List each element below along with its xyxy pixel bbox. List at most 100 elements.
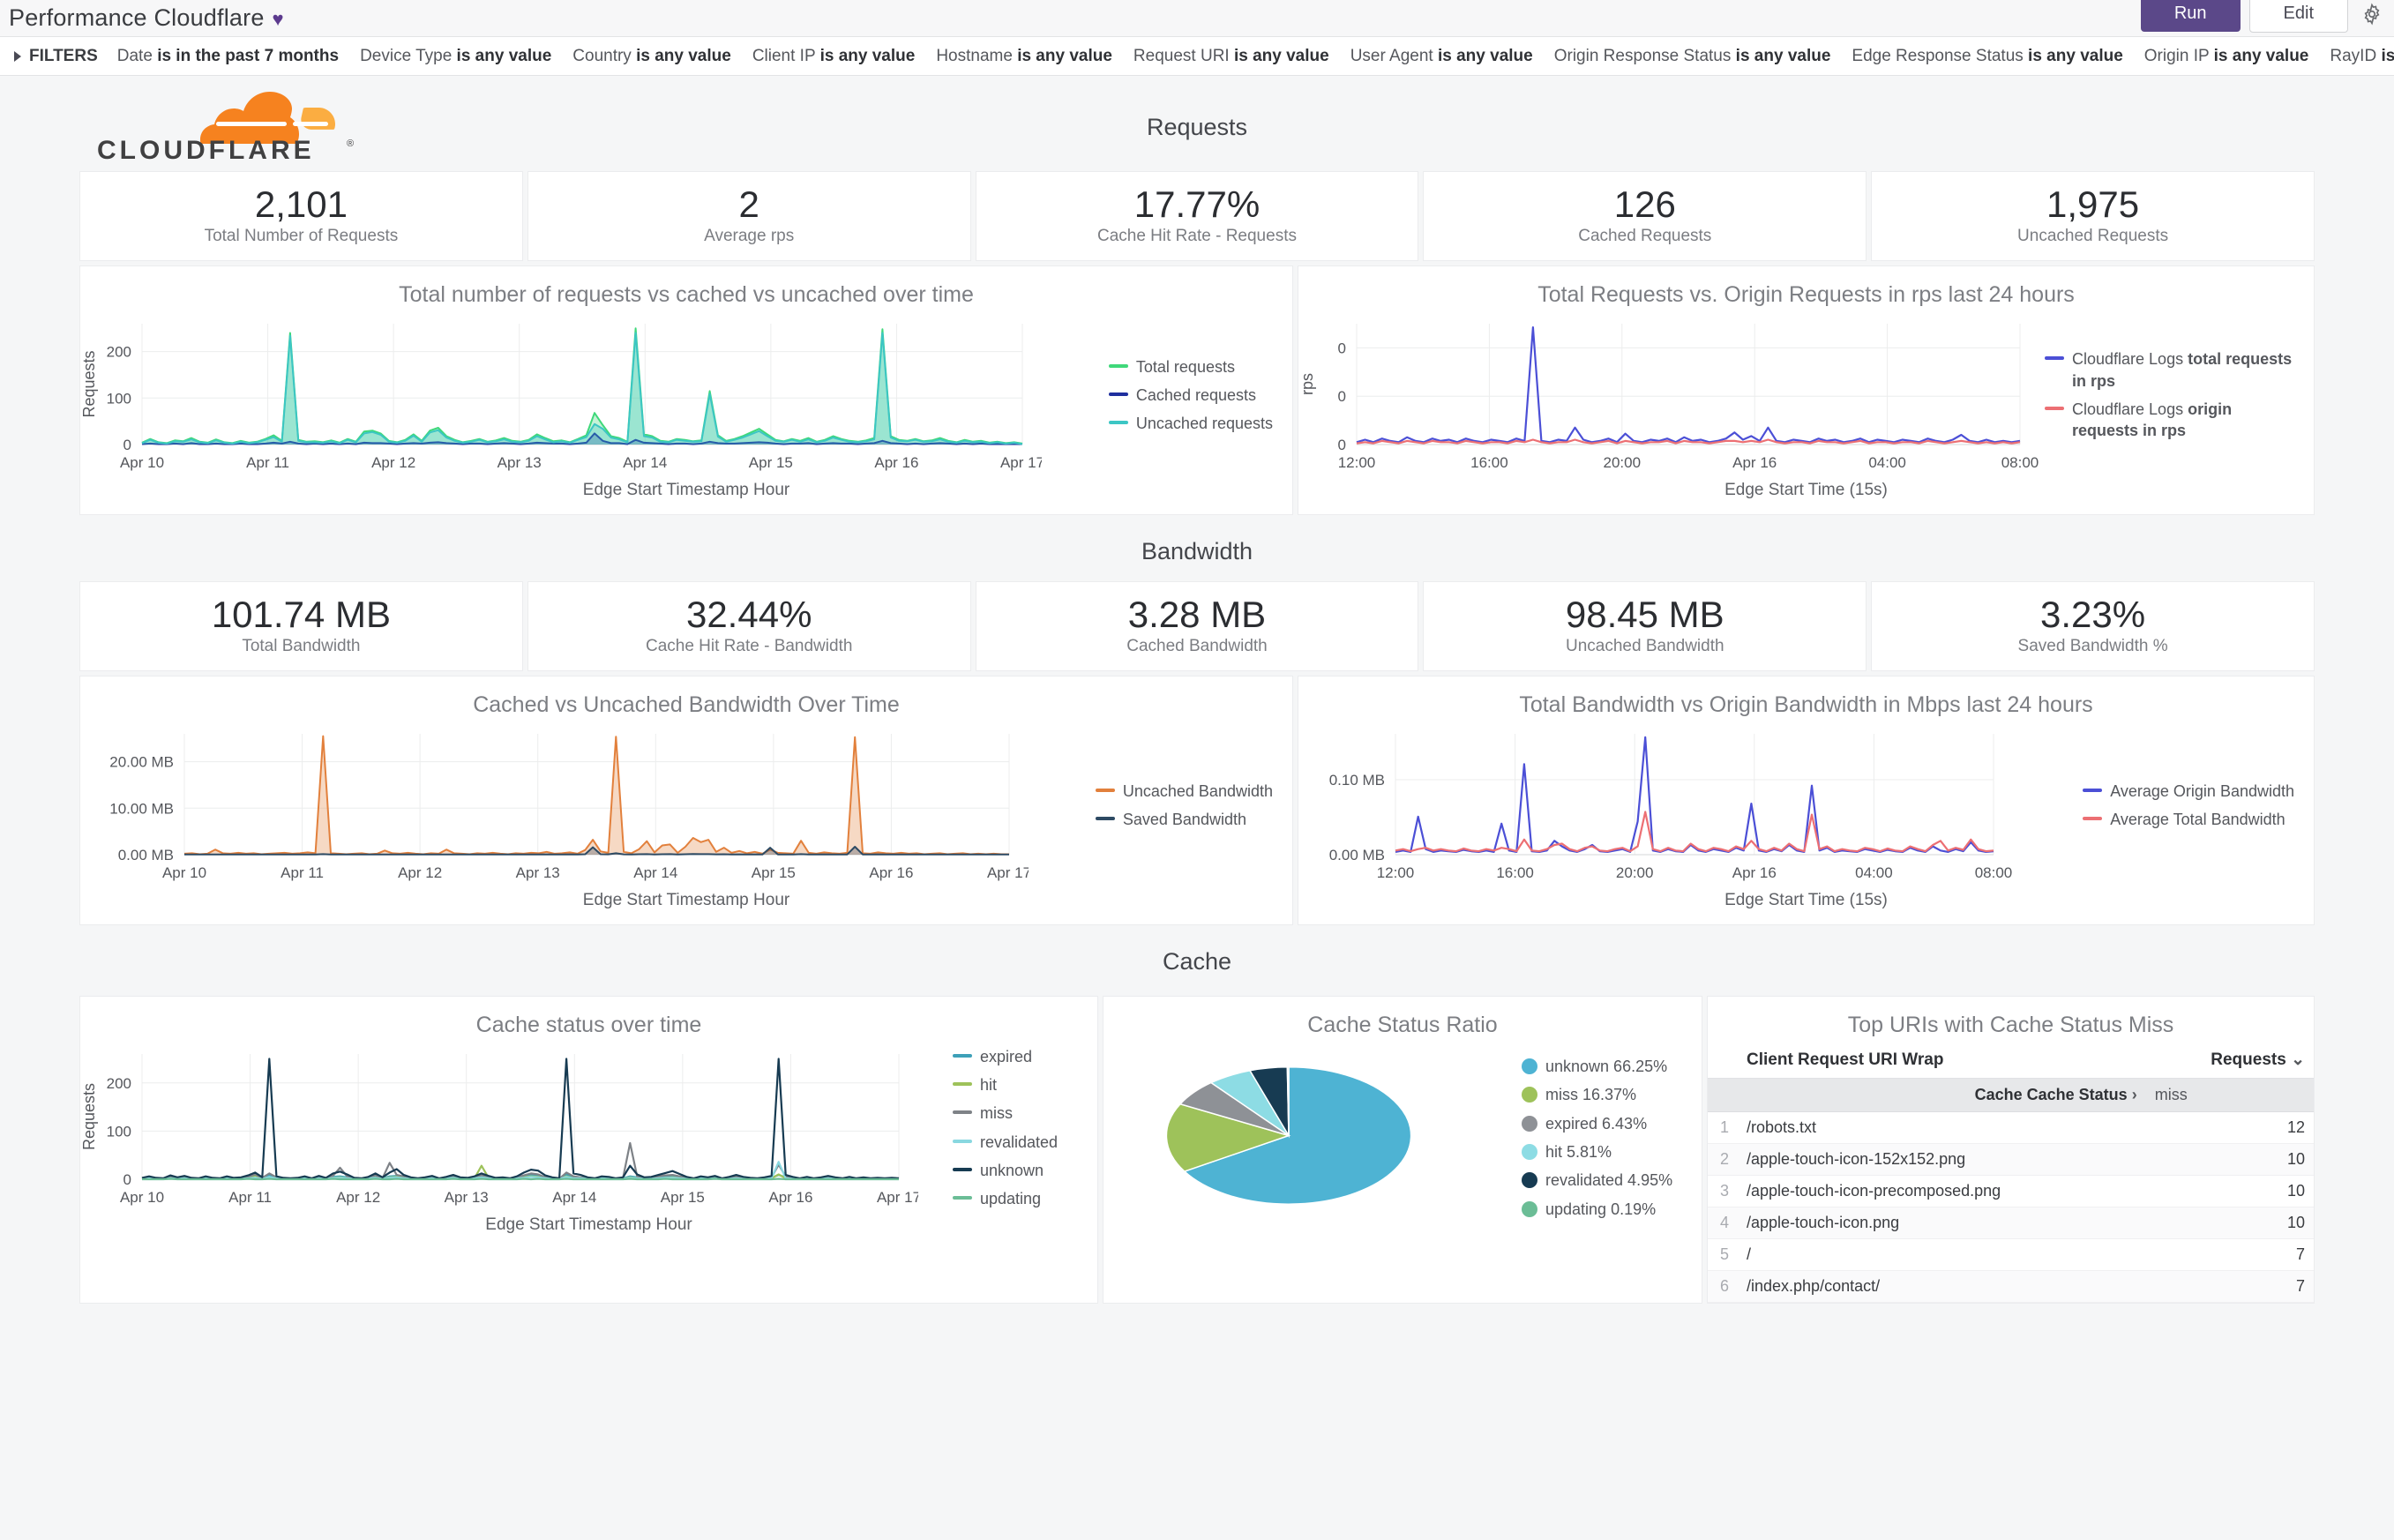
- x-axis-tick: 04:00: [1855, 864, 1893, 881]
- x-axis-title: Edge Start Time (15s): [1724, 891, 1888, 909]
- legend-color-swatch: [1095, 788, 1115, 792]
- pie-slice[interactable]: [1183, 1066, 1412, 1205]
- legend-item[interactable]: miss 16.37%: [1522, 1084, 1682, 1105]
- edit-button[interactable]: Edit: [2248, 0, 2348, 33]
- kpi-tile[interactable]: 126 Cached Requests: [1423, 171, 1867, 261]
- chart-bandwidth-mbps-24h[interactable]: 0.00 MB 0.10 MB 12:00 16:00 20:00 Apr 16 04:00…: [1298, 721, 2077, 889]
- dashboard-title: Performance Cloudflare ♥: [0, 4, 284, 32]
- legend-item[interactable]: revalidated: [953, 1132, 1078, 1153]
- legend-label: updating 0.19%: [1545, 1200, 1657, 1218]
- legend-color-swatch: [953, 1167, 972, 1171]
- legend-item[interactable]: unknown 66.25%: [1522, 1056, 1682, 1077]
- chart-requests-over-time[interactable]: 0 100 200 Apr 10 Apr 11 Apr 12 Apr 13 Apr 14 Apr…: [80, 311, 1103, 479]
- legend-item[interactable]: expired: [953, 1046, 1078, 1067]
- filter-chip[interactable]: Date is in the past 7 months: [117, 47, 339, 66]
- filter-chip[interactable]: Country is any value: [572, 47, 731, 66]
- kpi-tile[interactable]: 3.28 MB Cached Bandwidth: [975, 581, 1419, 671]
- legend-item[interactable]: hit 5.81%: [1522, 1141, 1682, 1162]
- legend-item[interactable]: Cloudflare Logs total requests in rps: [2045, 348, 2294, 392]
- cell-uri[interactable]: /apple-touch-icon.png: [1738, 1207, 2146, 1239]
- filter-field-value: is any value: [456, 46, 552, 65]
- kpi-tile[interactable]: 2 Average rps: [527, 171, 971, 261]
- legend-item[interactable]: hit: [953, 1074, 1078, 1095]
- kpi-tile[interactable]: 3.23% Saved Bandwidth %: [1871, 581, 2315, 671]
- legend-item[interactable]: Average Total Bandwidth: [2083, 809, 2294, 830]
- legend-item[interactable]: Cloudflare Logs origin requests in rps: [2045, 399, 2294, 442]
- cell-uri[interactable]: /: [1738, 1238, 2146, 1271]
- kpi-value: 3.23%: [2040, 594, 2146, 635]
- legend-item[interactable]: revalidated 4.95%: [1522, 1170, 1682, 1191]
- row-index: 1: [1708, 1111, 1738, 1144]
- kpi-tile[interactable]: 2,101 Total Number of Requests: [79, 171, 523, 261]
- cell-uri[interactable]: /apple-touch-icon-precomposed.png: [1738, 1175, 2146, 1207]
- legend-item[interactable]: expired 6.43%: [1522, 1113, 1682, 1134]
- table-row[interactable]: 6/index.php/contact/7: [1708, 1270, 2314, 1303]
- kpi-tile[interactable]: 32.44% Cache Hit Rate - Bandwidth: [527, 581, 971, 671]
- group-header-label[interactable]: Cache Cache Status ›: [1708, 1078, 2146, 1112]
- filter-chip[interactable]: Client IP is any value: [752, 47, 915, 66]
- row-index: 2: [1708, 1143, 1738, 1176]
- x-axis-tick: Apr 15: [749, 454, 793, 471]
- pie-slice[interactable]: [1165, 1103, 1291, 1172]
- filter-chip[interactable]: Origin IP is any value: [2144, 47, 2309, 66]
- filter-chip[interactable]: Device Type is any value: [360, 47, 551, 66]
- filter-chip-list: Date is in the past 7 months Device Type …: [117, 47, 2394, 66]
- legend-item[interactable]: miss: [953, 1103, 1078, 1124]
- run-button[interactable]: Run: [2140, 0, 2241, 32]
- filter-chip[interactable]: RayID is any valu...: [2330, 47, 2394, 66]
- kpi-value: 2,101: [254, 183, 348, 225]
- legend-item[interactable]: updating 0.19%: [1522, 1199, 1682, 1220]
- column-header-requests[interactable]: Requests ⌄: [2145, 1042, 2314, 1079]
- filter-chip[interactable]: Request URI is any value: [1133, 47, 1329, 66]
- kpi-tile[interactable]: 101.74 MB Total Bandwidth: [79, 581, 523, 671]
- filter-bar: FILTERS Date is in the past 7 months Devi…: [0, 37, 2394, 76]
- series-line: [1395, 736, 1994, 853]
- kpi-tile[interactable]: 1,975 Uncached Requests: [1871, 171, 2315, 261]
- filter-field-name: Client IP: [752, 46, 820, 65]
- column-header-uri[interactable]: Client Request URI Wrap: [1738, 1042, 2146, 1079]
- filter-chip[interactable]: Origin Response Status is any value: [1554, 47, 1831, 66]
- pie-slice[interactable]: [1286, 1066, 1290, 1136]
- y-axis-tick: 200: [107, 1075, 131, 1092]
- table-row[interactable]: 5/7: [1708, 1238, 2314, 1271]
- x-axis-tick: Apr 10: [120, 1189, 164, 1206]
- cloudflare-logo: CLOUDFLARE ®: [97, 81, 362, 167]
- table-row[interactable]: 1/robots.txt 12: [1708, 1111, 2314, 1144]
- kpi-tiles-requests: 2,101 Total Number of Requests 2 Average rp…: [0, 171, 2394, 261]
- chevron-down-icon[interactable]: ⌄: [2291, 1050, 2305, 1069]
- legend-item[interactable]: updating: [953, 1188, 1078, 1209]
- chart-svg-bandwidth_over_time: 0.00 MB 10.00 MB 20.00 MB Apr 10 Apr 11 Apr 1…: [109, 734, 1031, 881]
- filter-field-value: is any value: [1017, 46, 1112, 65]
- legend-item[interactable]: Cached requests: [1108, 385, 1273, 406]
- legend-item[interactable]: unknown: [953, 1160, 1078, 1181]
- table-row[interactable]: 3/apple-touch-icon-precomposed.png 10: [1708, 1175, 2314, 1207]
- heart-icon[interactable]: ♥: [272, 8, 284, 30]
- chart-cache-status-ratio-pie[interactable]: [1103, 1054, 1516, 1222]
- chevron-right-icon[interactable]: ›: [2131, 1086, 2137, 1103]
- legend-item[interactable]: Uncached requests: [1108, 413, 1273, 434]
- chart-cache-status-over-time[interactable]: 0 100 200 Apr 10 Apr 11 Apr 12 Apr 13 Apr 14 Apr…: [80, 1042, 947, 1214]
- kpi-value: 17.77%: [1133, 183, 1261, 225]
- gear-icon[interactable]: [2357, 0, 2387, 29]
- legend-item[interactable]: Saved Bandwidth: [1095, 809, 1273, 830]
- group-header-value: miss: [2145, 1078, 2314, 1112]
- cell-uri[interactable]: /index.php/contact/: [1738, 1270, 2146, 1303]
- chart-requests-rps-24h[interactable]: 0 0 0 12:00 16:00 20:00 Apr 16 04:00 08:00 rps: [1298, 311, 2039, 479]
- kpi-tile[interactable]: 17.77% Cache Hit Rate - Requests: [975, 171, 1419, 261]
- filter-chip[interactable]: User Agent is any value: [1350, 47, 1533, 66]
- table-row[interactable]: 2/apple-touch-icon-152x152.png 10: [1708, 1143, 2314, 1176]
- cell-uri[interactable]: /apple-touch-icon-152x152.png: [1738, 1143, 2146, 1176]
- cell-uri[interactable]: /robots.txt: [1738, 1111, 2146, 1144]
- filters-toggle[interactable]: FILTERS: [14, 47, 98, 66]
- filter-chip[interactable]: Hostname is any value: [936, 47, 1112, 66]
- legend-item[interactable]: Average Origin Bandwidth: [2083, 781, 2294, 802]
- filter-chip[interactable]: Edge Response Status is any value: [1852, 47, 2122, 66]
- table-row[interactable]: 4/apple-touch-icon.png 10: [1708, 1207, 2314, 1239]
- legend-item[interactable]: Uncached Bandwidth: [1095, 781, 1273, 802]
- legend-item[interactable]: Total requests: [1108, 356, 1273, 378]
- kpi-tile[interactable]: 98.45 MB Uncached Bandwidth: [1423, 581, 1867, 671]
- topbar-actions: Run Edit: [2140, 0, 2387, 33]
- chart-bandwidth-over-time[interactable]: 0.00 MB 10.00 MB 20.00 MB Apr 10 Apr 11 Apr 1…: [80, 721, 1090, 889]
- kpi-label: Cached Requests: [1578, 227, 1712, 245]
- legend-label-emphasis: total requests in rps: [2072, 350, 2293, 390]
